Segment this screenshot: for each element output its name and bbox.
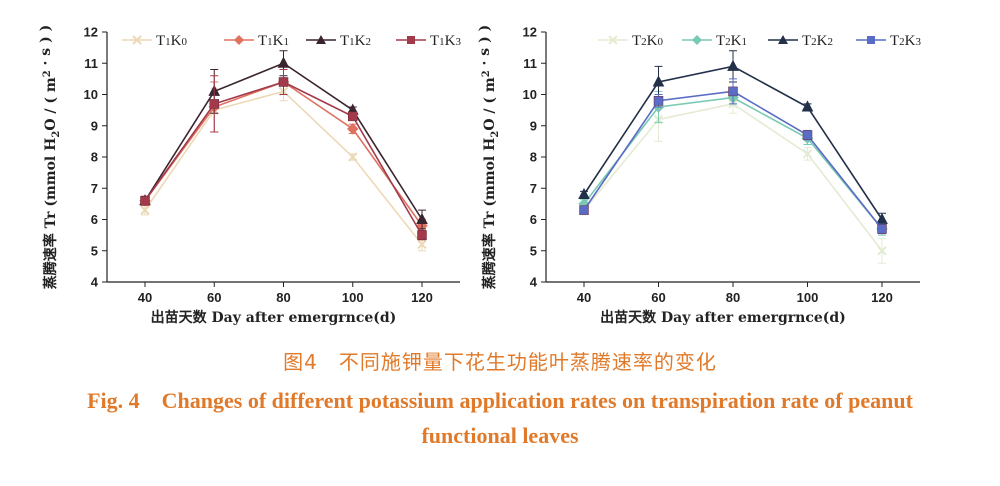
series-line [583, 96, 883, 230]
legend-label: T2K2 [802, 33, 833, 49]
data-point [877, 246, 887, 256]
legend: T1K0 T1K1 T1K2 T1K3 [122, 33, 462, 49]
y-tick-label: 6 [91, 212, 98, 227]
data-point [801, 100, 814, 112]
y-tick-label: 10 [523, 87, 537, 102]
data-point [652, 75, 665, 87]
data-point [728, 86, 738, 97]
x-tick-label: 40 [138, 290, 152, 305]
y-axis-title: 蒸腾速率 Tr (mmol H2O / ( m2 · s ) ) [38, 25, 62, 289]
series-T2K2 [578, 50, 888, 227]
data-point [727, 59, 739, 71]
data-point [579, 205, 589, 215]
legend-item: T1K2 [306, 33, 371, 49]
x-tick-label: 100 [342, 290, 364, 305]
y-tick-label: 4 [530, 275, 538, 290]
data-point [209, 99, 219, 109]
data-point [417, 239, 427, 250]
x-axis-title: 出苗天数 Day after emergrnce(d) [151, 309, 397, 326]
x-tick-label: 60 [207, 290, 221, 305]
data-point [348, 111, 358, 122]
data-point [347, 123, 359, 135]
data-point [278, 77, 289, 87]
y-tick-label: 8 [530, 150, 537, 165]
legend-label: T2K3 [890, 33, 922, 49]
y-tick-label: 5 [91, 243, 98, 258]
data-point [416, 212, 428, 224]
x-tick-label: 100 [797, 290, 819, 305]
data-point [578, 187, 590, 199]
y-tick-label: 12 [523, 25, 537, 40]
series-T2K3 [579, 78, 887, 235]
caption-english-line2: functional leaves [421, 423, 579, 448]
x-tick-label: 120 [411, 290, 433, 305]
y-tick-label: 4 [91, 275, 99, 290]
legend-item: T2K0 [598, 33, 664, 49]
y-tick-label: 7 [530, 181, 537, 196]
x-tick-label: 60 [651, 290, 665, 305]
legend-marker [407, 36, 415, 44]
legend-item: T1K1 [224, 33, 289, 49]
legend-item: T1K3 [396, 33, 462, 49]
legend-label: T1K2 [340, 33, 371, 49]
legend-marker [608, 35, 618, 45]
x-tick-label: 80 [276, 290, 290, 305]
legend-item: T2K2 [768, 33, 833, 49]
legend-label: T1K3 [430, 33, 462, 49]
y-tick-label: 10 [84, 87, 98, 102]
series-line [144, 81, 423, 236]
y-tick-label: 11 [523, 56, 537, 71]
y-tick-label: 12 [84, 25, 98, 40]
chart-panel-1: 4 5 6 7 8 9 10 11 12 40 60 80 100 120 出苗天数 Day after e… [38, 25, 462, 327]
y-tick-label: 6 [530, 212, 537, 227]
x-axis-title: 出苗天数 Day after emergrnce(d) [600, 309, 846, 326]
x-tick-label: 120 [871, 290, 893, 305]
data-point [277, 56, 290, 68]
legend-marker [778, 35, 788, 44]
legend-marker [692, 35, 702, 45]
legend-item: T2K1 [682, 33, 747, 49]
series-T1K3 [140, 69, 427, 241]
legend-label: T2K0 [632, 33, 664, 49]
data-point [876, 212, 888, 224]
series-T1K0 [140, 81, 427, 252]
data-point [802, 149, 813, 159]
x-tick-label: 80 [726, 290, 740, 305]
data-point [140, 205, 150, 215]
data-point [653, 96, 664, 106]
legend-marker [867, 36, 875, 44]
data-point [417, 230, 427, 240]
data-point [802, 130, 813, 140]
data-point [348, 152, 358, 162]
caption-chinese: 图4 不同施钾量下花生功能叶蒸腾速率的变化 [283, 350, 717, 374]
y-tick-label: 5 [530, 243, 537, 258]
legend-marker [234, 35, 244, 45]
y-tick-label: 9 [530, 118, 537, 133]
legend-label: T1K1 [258, 33, 289, 49]
y-axis-title: 蒸腾速率 Tr (mmol H2O / ( m2 · s ) ) [477, 25, 501, 289]
legend-label: T2K1 [716, 33, 747, 49]
legend-marker [132, 35, 142, 45]
x-tick-label: 40 [577, 290, 591, 305]
legend-label: T1K0 [156, 33, 188, 49]
legend-item: T2K3 [856, 33, 922, 49]
legend-item: T1K0 [122, 33, 188, 49]
y-tick-label: 8 [91, 150, 98, 165]
legend: T2K0 T2K1 T2K2 T2K3 [598, 33, 922, 49]
chart-panel-2: 4 5 6 7 8 9 10 11 12 40 60 80 100 120 出苗天数 Day after e… [477, 25, 922, 327]
caption-english-line1: Fig. 4 Changes of different potassium ap… [87, 388, 913, 413]
data-point [140, 196, 150, 206]
data-point [877, 224, 887, 234]
y-tick-label: 7 [91, 181, 98, 196]
legend-marker [316, 35, 326, 44]
y-tick-label: 11 [84, 56, 98, 71]
y-tick-label: 9 [91, 118, 98, 133]
